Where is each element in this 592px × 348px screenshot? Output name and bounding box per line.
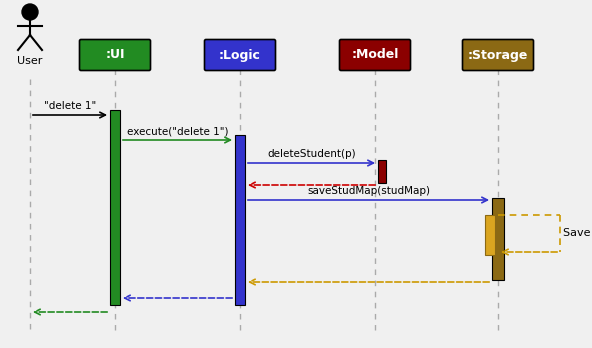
- Text: execute("delete 1"): execute("delete 1"): [127, 126, 229, 136]
- Text: :Storage: :Storage: [468, 48, 528, 62]
- FancyBboxPatch shape: [79, 40, 150, 71]
- Text: deleteStudent(p): deleteStudent(p): [267, 149, 356, 159]
- Text: User: User: [17, 56, 43, 66]
- Bar: [485, 215, 495, 255]
- FancyBboxPatch shape: [339, 40, 410, 71]
- Bar: [110, 110, 120, 305]
- Bar: [378, 160, 386, 183]
- FancyBboxPatch shape: [462, 40, 533, 71]
- Text: :Model: :Model: [351, 48, 398, 62]
- Text: saveStudMap(studMap): saveStudMap(studMap): [307, 186, 430, 196]
- Bar: [492, 198, 504, 280]
- Text: :Logic: :Logic: [219, 48, 261, 62]
- Text: :UI: :UI: [105, 48, 125, 62]
- FancyBboxPatch shape: [204, 40, 275, 71]
- Text: Save to file: Save to file: [563, 229, 592, 238]
- Bar: [235, 135, 245, 305]
- Text: "delete 1": "delete 1": [44, 101, 96, 111]
- Circle shape: [22, 4, 38, 20]
